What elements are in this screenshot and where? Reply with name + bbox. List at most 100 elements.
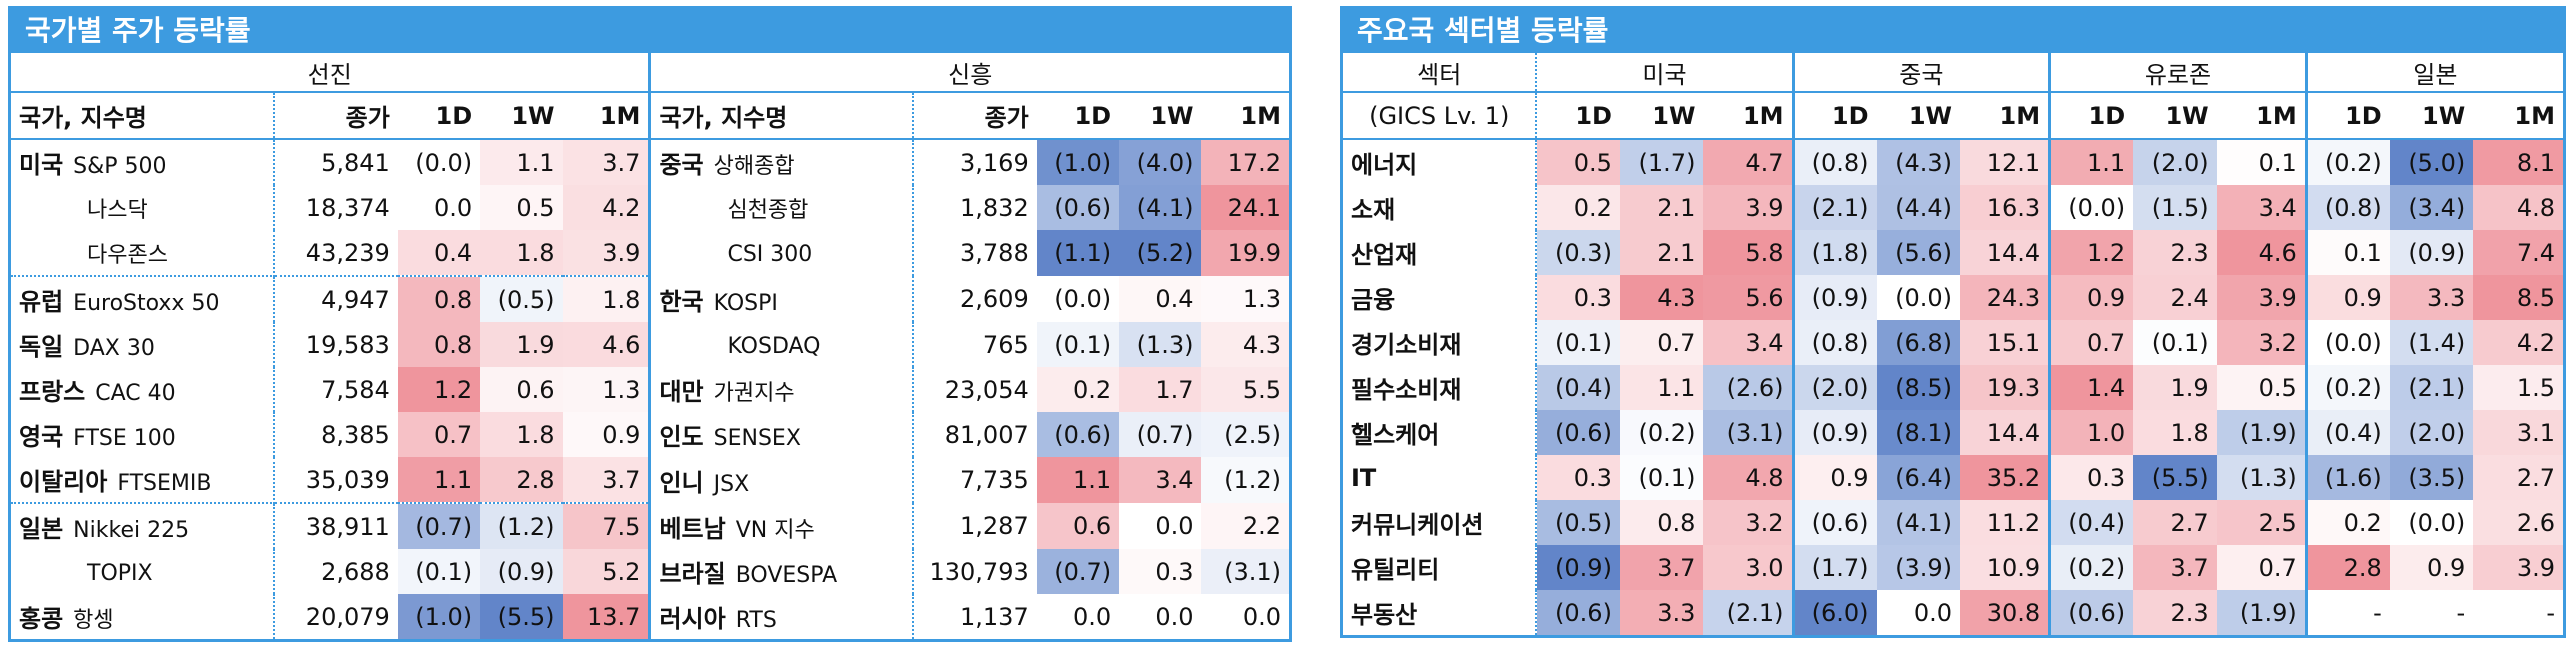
country: 프랑스 [19,378,86,406]
close-value: 2,609 [960,285,1029,313]
change-value: 1.2 [2049,230,2134,275]
index-cell: KOSDAQ [649,322,915,367]
change-value: 0.2 [1036,367,1120,412]
data-row: 나스닥 18,374 0.0 0.5 4.2 심천종합 1,832 (0.6) (4.1) 24.… [11,185,1289,230]
change-value: 0.7 [1619,320,1704,365]
change-value: 5.6 [1703,275,1795,320]
period-header: 1M [1960,92,2052,140]
change-value: (4.0) [1119,139,1202,185]
change-value: 16.3 [1960,185,2052,230]
change-value: (4.3) [1876,139,1960,185]
change-value: (1.8) [1793,230,1877,275]
period-header: 1D [1536,92,1620,140]
change-value: (0.9) [1793,275,1877,320]
change-value: 14.4 [1960,410,2052,455]
index-cell: 독일 DAX 30 [11,322,276,367]
index-cell: 홍콩 항셍 [11,594,276,639]
change-value: 3.4 [2216,185,2308,230]
close-value: 5,841 [321,148,390,177]
index-cell: 베트남 VN 지수 [649,503,915,549]
change-value: (1.0) [397,594,481,639]
column-header: 1W [480,92,563,140]
index-name: 다우존스 [87,242,168,268]
change-value: 0.3 [1536,275,1620,320]
panel-title: 국가별 주가 등락률 [11,9,1289,53]
change-value: (0.0) [1895,283,1952,312]
sector-subheader: (GICS Lv. 1) [1343,92,1538,140]
region-name: 중국 [1793,53,2052,93]
close-value: 18,374 [305,193,390,222]
change-value: (1.5) [2133,185,2217,230]
column-header: 1W [1119,92,1202,140]
period-row: (GICS Lv. 1) 1D 1W 1M 1D 1W 1M 1D 1W 1M 1D 1W 1M [1343,92,2563,140]
sector-row: 경기소비재 (0.1) 0.7 3.4 (0.8) (6.8) 15.1 0.7 (0.1) 3.… [1343,320,2563,365]
change-value: 30.8 [1960,590,2052,635]
period-header: 1W [1876,92,1960,140]
change-value: (1.6) [2306,455,2390,500]
change-value: 0.8 [397,322,481,367]
sector-row: 헬스케어 (0.6) (0.2) (3.1) (0.9) (8.1) 14.4 1.0 1.8(… [1343,410,2563,455]
change-value: 0.9 [2389,545,2474,590]
sector-row: 금융 0.3 4.3 5.6 (0.9) (0.0) 24.3 0.9 2.4 3.9 0.9 3.3… [1343,275,2563,320]
change-value: 3.4 [1703,320,1795,365]
close-value: 3,169 [960,148,1029,177]
index-name: S&P 500 [73,154,167,179]
index-cell: 영국 FTSE 100 [11,412,276,457]
close-value: 23,054 [944,375,1029,404]
index-cell: 이탈리아 FTSEMIB [11,457,276,504]
change-value: (6.0) [1793,590,1877,635]
change-value: 3.7 [562,139,652,185]
close-value: 43,239 [274,230,398,277]
period-header: 1D [1793,92,1877,140]
change-value: 1.1 [1036,457,1120,503]
change-value: 1.5 [2473,365,2563,410]
change-value: (0.2) [2306,365,2390,410]
change-value: 0.6 [1036,503,1120,549]
index-cell: 한국 KOSPI [649,276,915,322]
column-header: 국가, 지수명 [11,92,276,140]
index-name: 나스닥 [87,197,148,223]
change-value: 15.1 [1960,320,2052,365]
change-value: 3.9 [2473,545,2563,590]
change-value: (3.1) [1703,410,1795,455]
sector-table: 섹터 미국 중국 유로존 일본 (GICS Lv. 1) 1D 1W 1M 1D 1W 1M 1D 1W 1… [1343,53,2563,635]
change-value: 0.1 [2216,139,2308,185]
change-value: 19.3 [1960,365,2052,410]
change-value: 0.9 [562,412,652,457]
change-value: 0.2 [2306,500,2390,545]
change-value: 7.5 [562,503,652,549]
sector-row: 필수소비재 (0.4) 1.1 (2.6) (2.0) (8.5) 19.3 1.4 1.9 0.… [1343,365,2563,410]
change-value: (5.5) [480,594,563,639]
sector-name: 필수소비재 [1343,365,1538,410]
change-value: (0.4) [2049,500,2134,545]
change-value: 0.5 [2216,365,2308,410]
index-name: 심천종합 [727,197,809,223]
change-value: (1.2) [1201,457,1289,503]
change-value: (4.4) [1876,185,1960,230]
close-value: 1,832 [960,193,1029,222]
change-value: 0.2 [1536,185,1620,230]
change-value: 1.8 [480,412,563,457]
change-value: (0.5) [480,276,563,322]
change-value: 2.5 [2216,500,2308,545]
index-cell: 프랑스 CAC 40 [11,367,276,412]
change-value: (1.3) [1119,322,1202,367]
period-header: 1W [2133,92,2217,140]
change-value: (0.5) [1536,500,1620,545]
close-value: 4,947 [321,285,390,314]
change-value: 2.4 [2133,275,2217,320]
change-value: 11.2 [1960,500,2052,545]
change-value: (0.9) [2389,230,2474,275]
change-value: 0.6 [480,367,563,412]
change-value: 12.1 [1960,139,2052,185]
change-value: 3.9 [2216,275,2308,320]
change-value: 3.2 [1703,500,1795,545]
change-value: (0.6) [1536,590,1620,635]
change-value: 4.2 [2473,320,2563,365]
index-name: BOVESPA [735,563,838,588]
change-value: 8.5 [2473,275,2563,320]
change-value: 2.2 [1201,503,1289,549]
index-name: Nikkei 225 [73,518,190,543]
region-name: 유로존 [2049,53,2308,93]
